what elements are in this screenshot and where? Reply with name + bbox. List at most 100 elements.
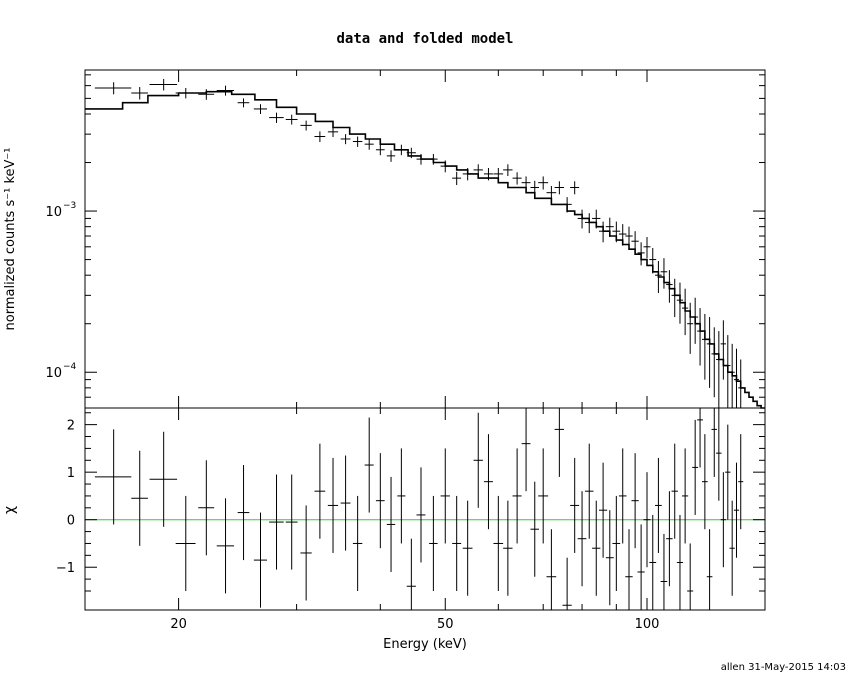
- residual-point: [503, 500, 513, 596]
- data-point: [729, 343, 735, 408]
- top-y-tick-label-exponent: −3: [63, 201, 76, 211]
- data-point: [554, 181, 565, 195]
- data-point: [512, 172, 522, 185]
- data-point: [452, 171, 462, 186]
- data-point: [253, 104, 268, 115]
- data-point: [682, 288, 689, 336]
- residual-point: [512, 448, 522, 544]
- data-point: [416, 153, 426, 165]
- top-y-tick-label-base: 10: [45, 366, 62, 381]
- data-point: [725, 335, 731, 408]
- x-tick-label: 50: [437, 617, 454, 632]
- residual-point: [483, 434, 493, 530]
- data-point: [538, 176, 549, 190]
- bottom-y-tick-label: 1: [67, 466, 75, 481]
- data-point: [473, 164, 483, 176]
- residual-point: [175, 495, 196, 591]
- residual-point: [352, 495, 363, 591]
- residual-point: [269, 474, 284, 570]
- top-panel: 10−310−4 normalized counts s⁻¹ keV⁻¹: [3, 69, 766, 409]
- top-y-axis-label: normalized counts s⁻¹ keV⁻¹: [3, 148, 18, 331]
- residual-point: [716, 408, 722, 501]
- data-point: [637, 242, 645, 266]
- residual-point: [237, 465, 250, 561]
- residual-point: [612, 495, 621, 591]
- bottom-y-tick-label: 0: [67, 514, 75, 529]
- data-point: [738, 359, 744, 408]
- chart-title: data and folded model: [336, 31, 513, 47]
- residual-point: [592, 500, 601, 596]
- residual-point: [462, 500, 473, 596]
- bottom-y-tick-label: 2: [67, 419, 75, 434]
- bottom-y-axis-label: χ: [2, 506, 18, 514]
- residual-point: [733, 462, 740, 558]
- data-point: [364, 138, 374, 150]
- data-point: [577, 209, 587, 229]
- residual-point: [697, 408, 703, 468]
- data-point: [503, 164, 513, 176]
- residual-point: [364, 417, 374, 513]
- data-point: [660, 258, 668, 289]
- residual-point: [682, 448, 689, 544]
- residual-point: [643, 472, 651, 568]
- data-point: [521, 176, 531, 190]
- residual-point: [729, 500, 735, 596]
- residual-point: [562, 557, 572, 610]
- data-point: [285, 114, 298, 125]
- data-point: [612, 221, 621, 243]
- residual-point: [599, 462, 608, 558]
- residual-point: [530, 481, 540, 577]
- data-point: [711, 327, 718, 398]
- data-point: [493, 167, 504, 181]
- residual-point: [577, 491, 587, 587]
- residual-point: [676, 514, 684, 610]
- data-point: [733, 348, 740, 408]
- x-tick-label: 20: [170, 617, 187, 632]
- residual-point: [725, 424, 731, 520]
- data-point: [314, 131, 326, 143]
- residual-point: [738, 434, 744, 530]
- data-point: [584, 213, 594, 234]
- data-point: [671, 278, 678, 318]
- residual-point: [131, 450, 148, 546]
- x-tick-labels: 20 50 100: [170, 617, 659, 632]
- data-point: [676, 282, 684, 324]
- residual-point: [618, 448, 627, 544]
- data-point: [631, 231, 639, 253]
- residual-point: [429, 495, 438, 591]
- residual-point: [521, 408, 531, 492]
- data-point: [327, 127, 339, 138]
- residual-point: [300, 505, 312, 601]
- data-point: [687, 302, 694, 354]
- data-point: [570, 181, 580, 195]
- bottom-y-tick-label: −1: [56, 561, 75, 576]
- data-point: [530, 180, 540, 195]
- data-point: [716, 331, 722, 408]
- residual-point: [452, 495, 462, 591]
- residual-point: [493, 495, 504, 591]
- data-points: [94, 78, 744, 408]
- residual-point: [253, 512, 268, 608]
- residual-point: [687, 543, 694, 610]
- data-point: [440, 160, 450, 173]
- data-point: [562, 197, 572, 213]
- x-tick-label: 100: [635, 617, 660, 632]
- residual-point: [397, 448, 406, 544]
- residual-point: [406, 538, 416, 610]
- data-point: [720, 320, 727, 380]
- folded-model-line: [85, 90, 765, 409]
- data-point: [483, 167, 493, 181]
- residual-point: [149, 431, 178, 527]
- residual-point: [375, 453, 385, 549]
- residual-point: [198, 460, 215, 556]
- residual-point: [94, 429, 132, 525]
- residual-point: [584, 443, 594, 539]
- bottom-panel-frame: [84, 407, 766, 611]
- data-point: [655, 260, 662, 294]
- residual-point: [416, 467, 426, 563]
- data-point: [340, 134, 351, 145]
- residual-point: [655, 457, 662, 553]
- residual-point: [216, 498, 235, 594]
- residual-point: [637, 524, 645, 610]
- residual-point: [671, 443, 678, 539]
